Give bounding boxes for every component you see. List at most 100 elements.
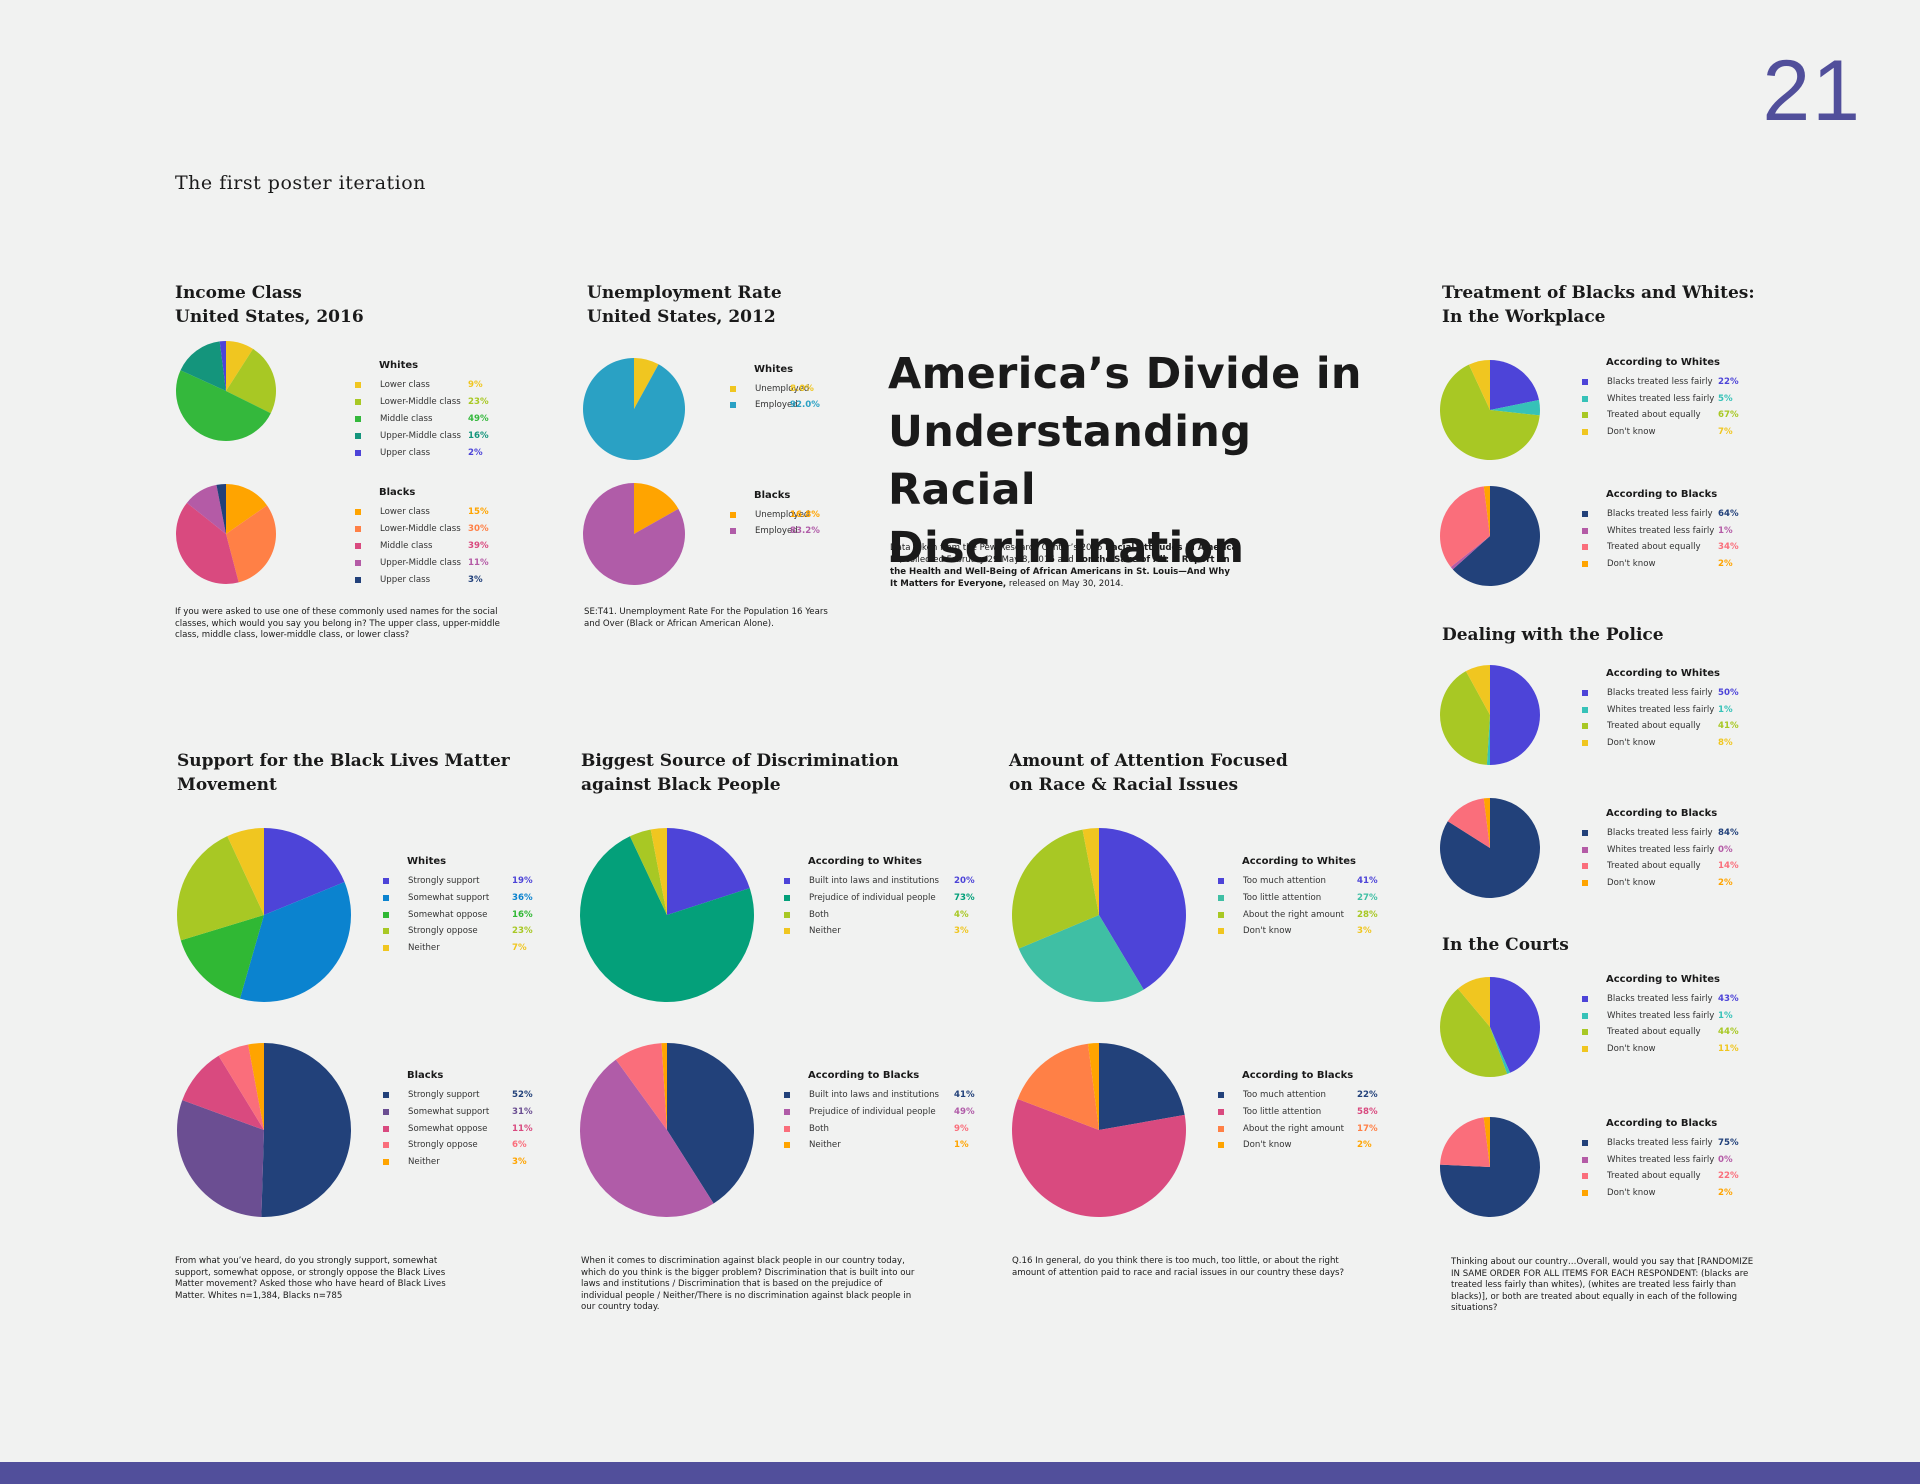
legend-swatch <box>383 928 389 935</box>
legend-label: Don't know <box>1607 737 1656 748</box>
legend-label: About the right amount <box>1243 909 1345 920</box>
pie-slice <box>634 358 659 409</box>
pie-chart-blm-whites <box>177 828 351 1002</box>
pie-slice <box>227 828 264 915</box>
legend-swatch <box>383 911 389 918</box>
legend-label: Neither <box>408 943 440 954</box>
pie-chart-blm-blacks <box>176 1043 351 1217</box>
income-section-title: Income Class United States, 2016 <box>175 283 364 327</box>
courts-question-note: Thinking about our country…Overall, woul… <box>1451 1257 1754 1313</box>
legend-label: Whites treated less fairly <box>1607 1154 1715 1165</box>
legend-value: 9% <box>468 380 483 390</box>
pie-chart-src-blacks <box>580 1043 754 1217</box>
legend-label: Somewhat support <box>408 892 490 903</box>
legend-label: Lower-Middle class <box>380 524 461 534</box>
discrimination-source-section-title: Biggest Source of Discrimination against… <box>581 751 899 795</box>
legend-swatch <box>1218 928 1224 935</box>
legend-label: Blacks treated less fairly <box>1607 509 1713 519</box>
legend-swatch <box>355 526 361 532</box>
legend-swatch <box>355 560 361 566</box>
pie-slice <box>1018 915 1144 1002</box>
legend-swatch <box>730 512 736 518</box>
legend-label: Don't know <box>1607 558 1656 569</box>
legend-value: 52% <box>512 1090 533 1100</box>
legend-value: 8% <box>1718 737 1733 748</box>
legend-label: Blacks treated less fairly <box>1607 688 1713 698</box>
legend-value: 22% <box>1357 1090 1378 1100</box>
legend-swatch <box>355 577 361 583</box>
pie-chart-unemp-whites <box>583 358 685 460</box>
legend-value: 64% <box>1718 509 1739 519</box>
pie-slice <box>650 828 667 915</box>
legend-value: 41% <box>1718 721 1739 731</box>
pie-slice <box>1483 798 1490 848</box>
legend-value: 1% <box>954 1140 969 1151</box>
legend-label: Upper class <box>380 448 431 458</box>
legend-swatch <box>1218 894 1224 901</box>
legend-swatch <box>1582 395 1588 402</box>
pie-chart-courts-blacks <box>1440 1117 1540 1217</box>
pie-slice <box>1012 1098 1186 1217</box>
legend-label: Neither <box>408 1157 440 1168</box>
pie-chart-police-whites <box>1440 665 1540 765</box>
pie-slice <box>583 483 685 585</box>
pie-slice <box>1012 829 1099 949</box>
discrimination-question-note: When it comes to discrimination against … <box>581 1256 915 1312</box>
legend-value: 8.0% <box>790 384 814 394</box>
pie-slice <box>239 882 351 1002</box>
source-text-run: Data taken from the Pew Research Center’… <box>890 543 1106 553</box>
pie-slice <box>216 484 226 534</box>
legend-swatch <box>1218 1125 1224 1132</box>
pie-slice <box>667 828 750 915</box>
pie-slice <box>1099 1043 1185 1130</box>
legend-label: Treated about equally <box>1607 1027 1701 1037</box>
legend-value: 11% <box>1718 1043 1739 1054</box>
legend-value: 31% <box>512 1106 533 1117</box>
legend-swatch <box>383 1108 389 1115</box>
workplace-section-title: Treatment of Blacks and Whites: In the W… <box>1442 283 1755 327</box>
attention-section-title: Amount of Attention Focused on Race & Ra… <box>1009 751 1288 795</box>
legend-swatch <box>355 433 361 439</box>
pie-slice <box>661 1043 667 1130</box>
legend-swatch <box>1218 1092 1224 1098</box>
legend-value: 22% <box>1718 1171 1739 1181</box>
pie-slice <box>1490 360 1539 410</box>
legend-label: Upper-Middle class <box>380 558 462 568</box>
attention-question-note: Q.16 In general, do you think there is t… <box>1012 1256 1345 1278</box>
legend-swatch <box>1582 1012 1588 1019</box>
legend-value: 49% <box>468 414 489 424</box>
pie-slice <box>583 358 685 460</box>
legend-label: Blacks treated less fairly <box>1607 377 1713 387</box>
legend-label: Strongly oppose <box>408 1140 478 1151</box>
pie-chart-work-blacks <box>1440 486 1540 586</box>
legend-title: Blacks <box>379 487 416 498</box>
legend-swatch <box>1582 879 1588 886</box>
legend-value: 1% <box>1718 525 1733 536</box>
legend-value: 19% <box>512 876 533 886</box>
source-text-run: Racial Attitudes In America III <box>890 543 1238 565</box>
legend-value: 43% <box>1718 994 1739 1004</box>
legend-label: Don't know <box>1243 1140 1292 1151</box>
unemployment-section-title: Unemployment Rate United States, 2012 <box>587 283 782 327</box>
legend-label: Upper-Middle class <box>380 431 462 441</box>
pie-slice <box>176 502 239 584</box>
legend-value: 17% <box>1357 1123 1378 1134</box>
legend-label: Whites treated less fairly <box>1607 393 1715 404</box>
pie-slice <box>1440 988 1508 1077</box>
legend-label: Strongly oppose <box>408 926 478 937</box>
legend-title: According to Whites <box>1606 974 1720 985</box>
legend-value: 36% <box>512 892 533 903</box>
legend-swatch <box>1582 428 1588 435</box>
pie-slice <box>1017 1043 1099 1130</box>
legend-label: Blacks treated less fairly <box>1607 994 1713 1004</box>
legend-swatch <box>1582 511 1588 517</box>
legend-value: 20% <box>954 876 975 886</box>
pie-slice <box>634 483 679 534</box>
legend-value: 28% <box>1357 909 1378 920</box>
legend-label: Too much attention <box>1243 876 1326 886</box>
pie-slice <box>1490 1027 1511 1074</box>
legend-value: 2% <box>1718 558 1733 569</box>
data-source-note: Data taken from the Pew Research Center’… <box>890 542 1240 590</box>
legend-title: Whites <box>754 364 794 375</box>
pie-slice <box>175 370 271 442</box>
